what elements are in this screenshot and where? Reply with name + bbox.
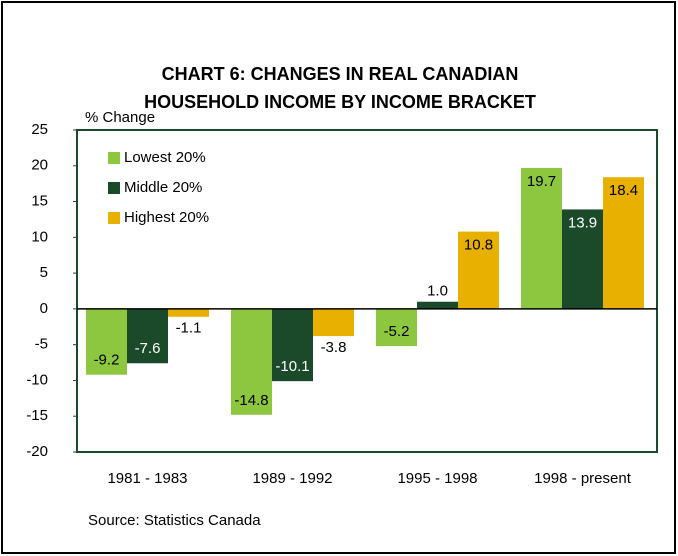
bar bbox=[562, 209, 603, 309]
x-tick-label: 1998 - present bbox=[534, 470, 632, 487]
y-tick-label: 25 bbox=[31, 121, 48, 138]
bar bbox=[313, 308, 354, 337]
y-tick-label: 0 bbox=[40, 300, 48, 317]
y-tick-label: 20 bbox=[31, 157, 48, 174]
bar bbox=[376, 308, 417, 347]
data-label: 13.9 bbox=[568, 214, 597, 231]
legend-label: Middle 20% bbox=[124, 179, 202, 196]
y-tick-label: 15 bbox=[31, 193, 48, 210]
legend-label: Lowest 20% bbox=[124, 149, 206, 166]
data-label: 1.0 bbox=[427, 283, 448, 300]
bar bbox=[231, 308, 272, 415]
data-label: -10.1 bbox=[275, 358, 309, 375]
data-label: 19.7 bbox=[527, 173, 556, 190]
y-tick-label: -5 bbox=[35, 336, 48, 353]
data-label: -9.2 bbox=[94, 352, 120, 369]
bar bbox=[521, 167, 562, 309]
y-tick-label: -20 bbox=[26, 443, 48, 460]
y-tick-label: -10 bbox=[26, 371, 48, 388]
bar bbox=[86, 308, 127, 375]
legend-swatch bbox=[108, 182, 120, 194]
bar bbox=[272, 308, 313, 382]
x-tick-label: 1981 - 1983 bbox=[107, 470, 187, 487]
data-label: -7.6 bbox=[135, 340, 161, 357]
legend-swatch bbox=[108, 212, 120, 224]
data-label: -1.1 bbox=[176, 320, 202, 337]
bar bbox=[417, 301, 458, 309]
bar bbox=[168, 308, 209, 317]
chart-title: HOUSEHOLD INCOME BY INCOME BRACKET bbox=[144, 92, 536, 112]
y-tick-label: 5 bbox=[40, 264, 48, 281]
bar bbox=[458, 231, 499, 309]
data-label: -3.8 bbox=[321, 339, 347, 356]
source: Source: Statistics Canada bbox=[88, 512, 261, 529]
data-label: -14.8 bbox=[234, 392, 268, 409]
data-label: -5.2 bbox=[384, 323, 410, 340]
legend-label: Highest 20% bbox=[124, 209, 209, 226]
bar bbox=[603, 177, 644, 309]
legend-swatch bbox=[108, 152, 120, 164]
x-tick-label: 1995 - 1998 bbox=[397, 470, 477, 487]
chart-title: CHART 6: CHANGES IN REAL CANADIAN bbox=[162, 64, 519, 84]
x-tick-label: 1989 - 1992 bbox=[252, 470, 332, 487]
bar bbox=[127, 308, 168, 364]
data-label: 10.8 bbox=[464, 237, 493, 254]
y-tick-label: -15 bbox=[26, 407, 48, 424]
y-axis-label: % Change bbox=[85, 109, 155, 126]
data-label: 18.4 bbox=[609, 182, 638, 199]
y-tick-label: 10 bbox=[31, 228, 48, 245]
